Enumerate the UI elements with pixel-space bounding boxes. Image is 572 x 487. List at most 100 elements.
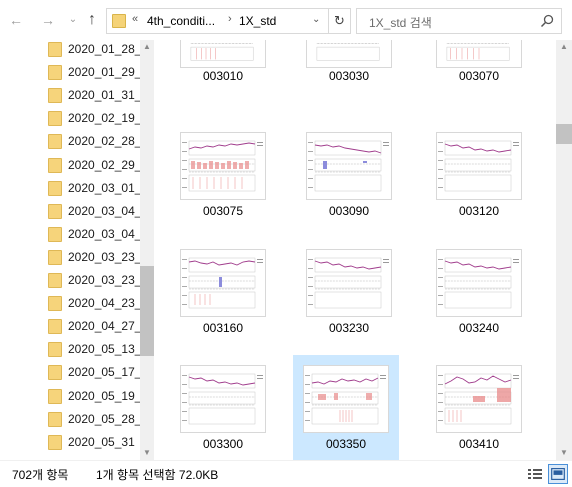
nav-folder-label: 2020_03_23_ xyxy=(68,249,140,264)
folder-icon xyxy=(48,65,62,81)
chart-image-thumbnail xyxy=(180,40,266,68)
breadcrumb-parent[interactable]: 4th_conditi... xyxy=(147,14,216,28)
selection-info: 1개 항목 선택함 72.0KB xyxy=(96,468,219,482)
nav-folder-item[interactable]: 2020_05_19_ xyxy=(44,385,140,408)
nav-folder-item[interactable]: 2020_05_28_ xyxy=(44,408,140,431)
folder-icon xyxy=(48,319,62,335)
file-tile[interactable]: 003160 xyxy=(170,239,276,357)
file-name: 003160 xyxy=(202,321,244,335)
file-tile[interactable]: 003350 xyxy=(293,355,399,460)
nav-folder-item[interactable]: 2020_02_29_ xyxy=(44,154,140,177)
nav-folder-item[interactable]: 2020_03_01_ xyxy=(44,177,140,200)
chart-image-thumbnail xyxy=(180,365,266,433)
file-name: 003030 xyxy=(328,69,370,83)
address-bar[interactable]: « 4th_conditi... › 1X_std ⌄ xyxy=(106,8,329,34)
folder-icon xyxy=(48,134,62,150)
file-name: 003350 xyxy=(325,437,367,451)
chart-image-thumbnail xyxy=(436,40,522,68)
scroll-up-icon[interactable]: ▲ xyxy=(143,42,151,51)
nav-folder-label: 2020_03_04_ xyxy=(68,203,140,218)
file-name: 003010 xyxy=(202,69,244,83)
folder-icon xyxy=(48,111,62,127)
item-count: 702개 항목 xyxy=(12,468,69,482)
chart-image-thumbnail xyxy=(306,40,392,68)
chart-image-thumbnail xyxy=(180,249,266,317)
content-scrollbar-track[interactable] xyxy=(556,40,572,460)
nav-folder-label: 2020_01_31_ xyxy=(68,88,140,103)
folder-icon xyxy=(48,388,62,404)
file-tile[interactable]: 003120 xyxy=(426,122,532,240)
overflow-icon[interactable]: « xyxy=(132,13,139,25)
nav-folder-item[interactable]: 2020_05_17_ xyxy=(44,361,140,384)
file-tile[interactable]: 003300 xyxy=(170,355,276,460)
chart-image-thumbnail xyxy=(306,132,392,200)
arrow-left-icon[interactable]: ← xyxy=(9,12,23,28)
nav-folder-label: 2020_02_19_ xyxy=(68,111,140,126)
nav-folder-label: 2020_02_29_ xyxy=(68,157,140,172)
file-name: 003090 xyxy=(328,204,370,218)
content-scrollbar-thumb[interactable] xyxy=(556,124,572,144)
file-tile[interactable]: 003410 xyxy=(426,355,532,460)
nav-folder-label: 2020_04_27_ xyxy=(68,319,140,334)
folder-icon xyxy=(48,226,62,242)
folder-icon xyxy=(48,88,62,104)
folder-icon xyxy=(48,434,62,450)
arrow-right-icon[interactable]: → xyxy=(41,12,55,28)
breadcrumb-separator-icon[interactable]: › xyxy=(228,13,232,25)
nav-folder-label: 2020_03_01_ xyxy=(68,180,140,195)
chart-image-thumbnail xyxy=(436,132,522,200)
nav-folder-item[interactable]: 2020_04_27_ xyxy=(44,315,140,338)
address-toolbar: ← → ⌄ ↑ « 4th_conditi... › 1X_std ⌄ ↻ 1X… xyxy=(0,0,572,40)
file-tile[interactable]: 003240 xyxy=(426,239,532,357)
search-input[interactable]: 1X_std 검색 xyxy=(356,8,562,34)
file-name: 003230 xyxy=(328,321,370,335)
nav-folder-label: 2020_05_28_ xyxy=(68,411,140,426)
nav-folder-item[interactable]: 2020_03_23_ xyxy=(44,269,140,292)
file-tile[interactable]: 003010 xyxy=(170,40,276,88)
nav-folder-item[interactable]: 2020_01_31_ xyxy=(44,84,140,107)
nav-folder-item[interactable]: 2020_01_29_ xyxy=(44,61,140,84)
nav-folder-item[interactable]: 2020_02_19_ xyxy=(44,107,140,130)
folder-icon xyxy=(48,180,62,196)
recent-locations-chevron-down-icon[interactable]: ⌄ xyxy=(68,14,78,25)
address-chevron-down-icon[interactable]: ⌄ xyxy=(312,14,321,25)
nav-scrollbar-thumb[interactable] xyxy=(140,266,154,356)
nav-folder-item[interactable]: 2020_04_23_ xyxy=(44,292,140,315)
scroll-down-icon[interactable]: ▼ xyxy=(560,448,568,457)
chart-image-thumbnail xyxy=(303,365,389,433)
file-view: 003010 003030 003070 003075 003090 003120 0031… xyxy=(154,40,556,460)
details-view-icon[interactable] xyxy=(526,465,544,483)
nav-scrollbar-track[interactable] xyxy=(140,40,154,460)
scroll-up-icon[interactable]: ▲ xyxy=(560,42,568,51)
nav-folder-label: 2020_04_23_ xyxy=(68,296,140,311)
nav-folder-item[interactable]: 2020_03_04_ xyxy=(44,223,140,246)
nav-folder-label: 2020_05_13_ xyxy=(68,342,140,357)
file-tile[interactable]: 003230 xyxy=(296,239,402,357)
large-icons-view-icon[interactable] xyxy=(548,464,568,484)
file-name: 003075 xyxy=(202,204,244,218)
folder-icon xyxy=(48,273,62,288)
breadcrumb-current[interactable]: 1X_std xyxy=(239,14,277,28)
search-placeholder: 1X_std 검색 xyxy=(369,16,432,30)
file-name: 003070 xyxy=(458,69,500,83)
nav-folder-label: 2020_01_29_ xyxy=(68,65,140,80)
nav-folder-label: 2020_01_28_ xyxy=(68,42,140,56)
nav-folder-item[interactable]: 2020_05_31 xyxy=(44,431,140,454)
arrow-up-icon[interactable]: ↑ xyxy=(88,11,96,28)
chart-image-thumbnail xyxy=(306,249,392,317)
folder-icon xyxy=(48,203,62,219)
file-tile[interactable]: 003090 xyxy=(296,122,402,240)
file-tile[interactable]: 003075 xyxy=(170,122,276,240)
nav-folder-item[interactable]: 2020_02_28_ xyxy=(44,130,140,153)
file-name: 003120 xyxy=(458,204,500,218)
nav-folder-item[interactable]: 2020_01_28_ xyxy=(44,40,140,61)
refresh-icon[interactable]: ↻ xyxy=(329,8,351,34)
file-tile[interactable]: 003030 xyxy=(296,40,402,88)
nav-folder-item[interactable]: 2020_03_04_ xyxy=(44,200,140,223)
search-icon[interactable] xyxy=(539,13,555,29)
nav-folder-item[interactable]: 2020_03_23_ xyxy=(44,246,140,269)
nav-folder-label: 2020_05_17_ xyxy=(68,365,140,380)
nav-folder-item[interactable]: 2020_05_13_ xyxy=(44,338,140,361)
file-tile[interactable]: 003070 xyxy=(426,40,532,88)
scroll-down-icon[interactable]: ▼ xyxy=(143,448,151,457)
